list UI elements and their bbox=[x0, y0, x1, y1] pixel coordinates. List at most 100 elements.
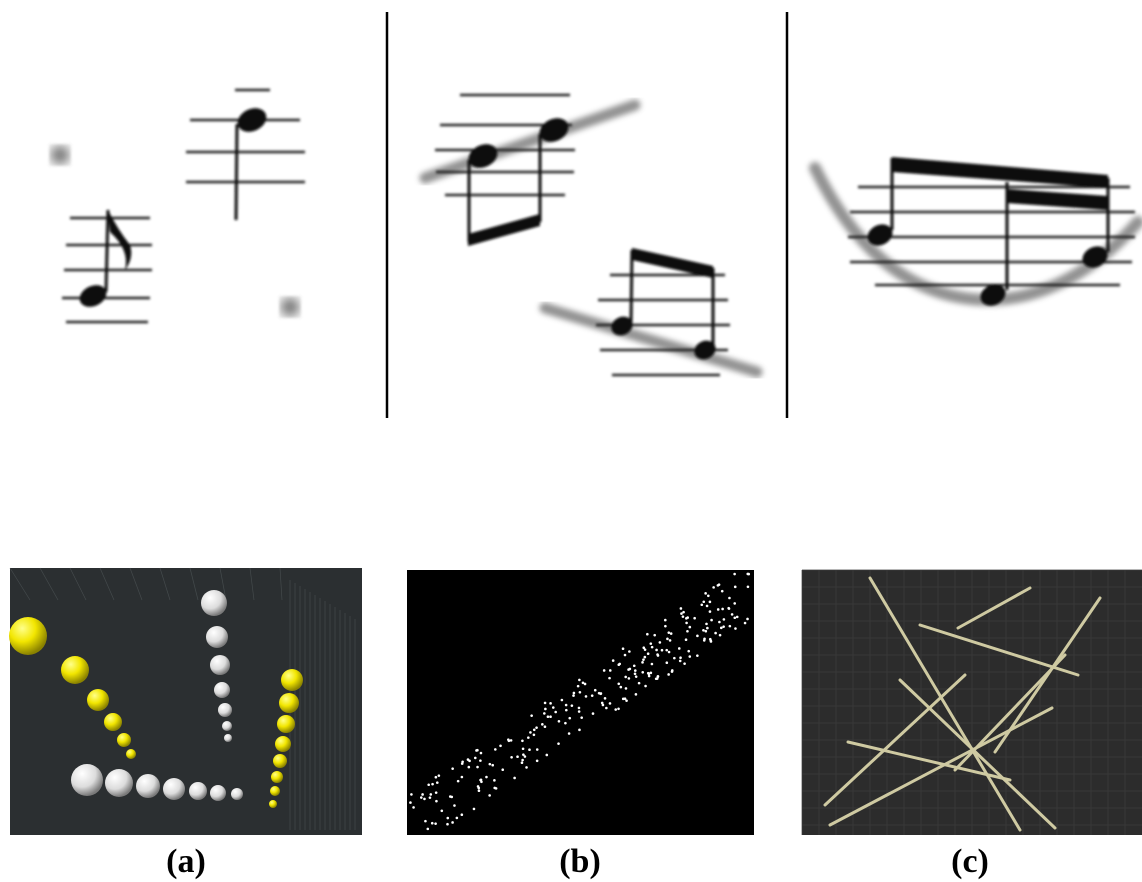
sphere bbox=[206, 626, 228, 648]
point bbox=[669, 639, 672, 642]
point bbox=[733, 602, 736, 605]
point bbox=[746, 618, 749, 621]
point bbox=[479, 759, 482, 762]
point bbox=[536, 759, 539, 762]
point bbox=[609, 702, 612, 705]
sphere bbox=[270, 786, 280, 796]
page: (a) (b) (c) (() => { const data = JSON.p… bbox=[0, 0, 1142, 882]
point bbox=[499, 744, 502, 747]
point bbox=[633, 664, 636, 667]
point bbox=[728, 597, 731, 600]
point bbox=[655, 649, 658, 652]
point bbox=[446, 817, 449, 820]
sphere bbox=[136, 774, 160, 798]
point bbox=[544, 708, 547, 711]
point bbox=[582, 681, 585, 684]
point bbox=[664, 625, 667, 628]
point bbox=[696, 654, 699, 657]
point bbox=[510, 756, 513, 759]
point bbox=[430, 793, 433, 796]
point bbox=[429, 796, 432, 799]
render-a bbox=[9, 568, 362, 835]
attractor bbox=[281, 298, 299, 316]
point bbox=[521, 761, 524, 764]
point bbox=[434, 822, 437, 825]
point bbox=[624, 654, 627, 657]
point bbox=[427, 783, 430, 786]
point bbox=[478, 789, 481, 792]
point bbox=[712, 586, 715, 589]
point bbox=[624, 676, 627, 679]
point bbox=[642, 658, 645, 661]
point bbox=[635, 675, 638, 678]
point bbox=[617, 707, 620, 710]
point bbox=[733, 573, 736, 576]
sphere bbox=[210, 655, 230, 675]
point bbox=[436, 781, 439, 784]
point bbox=[476, 766, 479, 769]
point bbox=[622, 647, 625, 650]
point bbox=[628, 677, 631, 680]
point bbox=[572, 694, 575, 697]
point bbox=[618, 663, 621, 666]
point bbox=[426, 828, 429, 831]
panel-label: (a) bbox=[166, 843, 206, 880]
sphere bbox=[279, 693, 299, 713]
point bbox=[670, 632, 673, 635]
point bbox=[689, 626, 692, 629]
point bbox=[578, 729, 581, 732]
point bbox=[449, 795, 452, 798]
point bbox=[605, 707, 608, 710]
point bbox=[704, 592, 707, 595]
point bbox=[620, 686, 623, 689]
point bbox=[565, 704, 568, 707]
sphere bbox=[105, 769, 133, 797]
render-b bbox=[407, 570, 754, 835]
point bbox=[649, 642, 652, 645]
point bbox=[706, 627, 709, 630]
point bbox=[568, 732, 571, 735]
point bbox=[659, 641, 662, 644]
point bbox=[710, 640, 713, 643]
point bbox=[410, 793, 413, 796]
point bbox=[488, 794, 491, 797]
point bbox=[700, 603, 703, 606]
point bbox=[705, 623, 708, 626]
point bbox=[573, 692, 576, 695]
point bbox=[709, 638, 712, 641]
point bbox=[688, 655, 691, 658]
point bbox=[468, 766, 471, 769]
point bbox=[474, 757, 477, 760]
point bbox=[475, 749, 478, 752]
point bbox=[591, 694, 594, 697]
point bbox=[604, 697, 607, 700]
panel-label: (c) bbox=[951, 843, 989, 880]
point bbox=[457, 780, 460, 783]
point bbox=[522, 747, 525, 750]
point bbox=[479, 779, 482, 782]
point bbox=[535, 726, 538, 729]
figure: (a) (b) (c) bbox=[0, 0, 1142, 882]
point bbox=[552, 706, 555, 709]
point bbox=[736, 616, 739, 619]
point bbox=[580, 716, 583, 719]
point bbox=[528, 748, 531, 751]
point bbox=[571, 704, 574, 707]
point bbox=[666, 661, 669, 664]
point bbox=[627, 668, 630, 671]
panel-label: (b) bbox=[559, 843, 601, 880]
point bbox=[525, 766, 528, 769]
point bbox=[533, 733, 536, 736]
point bbox=[541, 723, 544, 726]
sphere bbox=[231, 788, 243, 800]
point bbox=[438, 774, 441, 777]
point bbox=[578, 679, 581, 682]
point bbox=[721, 608, 724, 611]
attractor bbox=[51, 146, 69, 164]
point bbox=[544, 702, 547, 705]
point bbox=[491, 764, 494, 767]
notation-b bbox=[425, 95, 757, 375]
point bbox=[685, 617, 688, 620]
point bbox=[679, 660, 682, 663]
point bbox=[644, 656, 647, 659]
